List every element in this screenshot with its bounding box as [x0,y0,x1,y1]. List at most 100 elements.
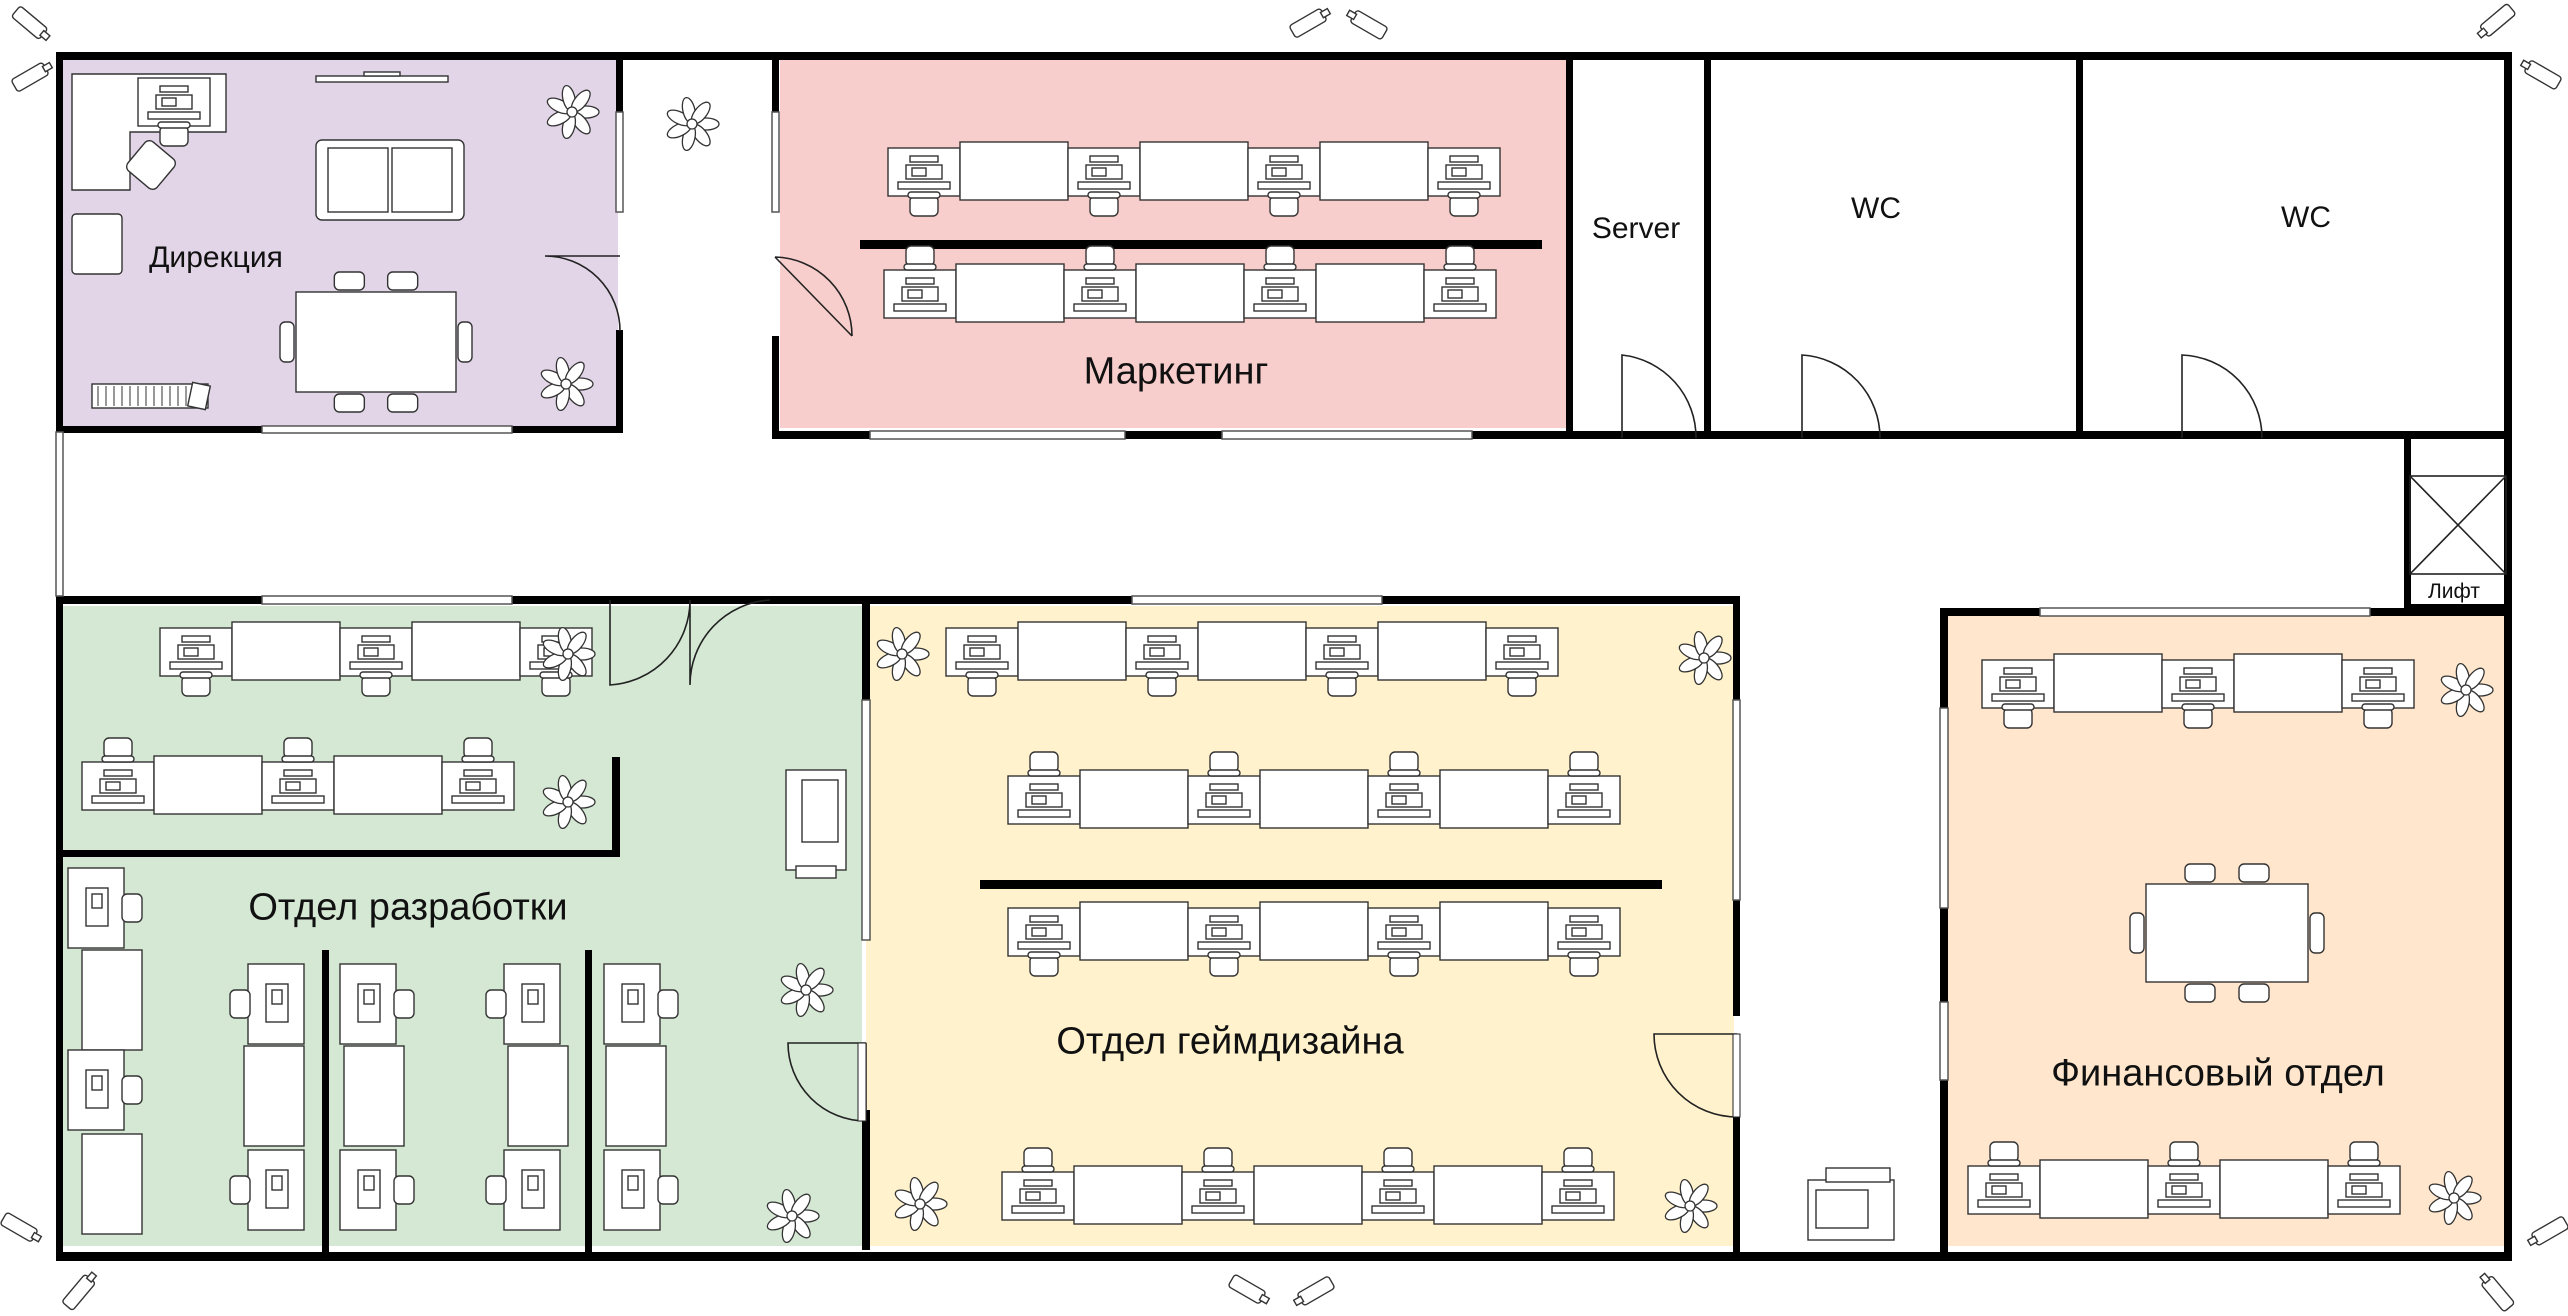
meeting-table [2129,863,2325,1003]
plant-icon [1664,1178,1718,1234]
desk [1439,769,1549,829]
door-frame [1732,1033,1741,1118]
desk [1377,621,1487,681]
workstation [2341,659,2415,729]
workstation [261,737,335,811]
workstation [159,627,233,697]
desk [1073,1165,1183,1225]
desk [605,1045,667,1147]
workstation [1367,751,1441,825]
camera-icon [11,6,51,42]
desk [243,1045,305,1147]
workstation [1423,245,1497,319]
workstation [2161,659,2235,729]
desk [1433,1165,1543,1225]
camera-icon [62,1271,98,1311]
plant-icon [766,1188,820,1244]
desk [2053,653,2163,713]
desk [231,621,341,681]
elevator[interactable] [2409,475,2507,575]
meeting-table [279,271,473,413]
doors[interactable] [544,255,2263,1122]
desk [955,263,1065,323]
plant-icon [540,356,594,412]
plant-icon [1678,630,1732,686]
desk [1197,621,1307,681]
workstation [1187,907,1261,977]
camera-icon [2526,1216,2568,1247]
camera-icon [2519,59,2562,90]
camera-icon [1228,1274,1271,1305]
desk [1079,901,1189,961]
workstation [2327,1141,2401,1215]
windows [55,111,2371,1081]
desk [1253,1165,1363,1225]
plant-icon [2428,1170,2482,1226]
plant-icon [666,96,720,152]
label-development: Отдел разработки [248,886,568,929]
workstation [1125,627,1199,697]
armchair [125,139,177,191]
desk [507,1045,569,1147]
desk [2219,1159,2329,1219]
desk [1259,769,1369,829]
workstation [1485,627,1559,697]
room-development[interactable] [62,606,862,1246]
plant-icon [2440,662,2494,718]
plant-icon [894,1176,948,1232]
desk [343,1045,405,1147]
printer-icon [1807,1167,1895,1241]
label-wc-2: WC [2281,201,2331,234]
workstation [1427,147,1501,217]
workstation [1243,245,1317,319]
workstation [229,963,305,1045]
workstation [67,867,143,949]
workstation [1181,1147,1255,1221]
label-marketing: Маркетинг [1083,350,1269,393]
workstation [1547,907,1621,977]
workstation [1007,751,1081,825]
tv-icon [315,71,449,83]
workstation [1247,147,1321,217]
workstation [1967,1141,2041,1215]
desk [1439,901,1549,961]
label-elevator: Лифт [2428,580,2480,603]
camera-icon [1289,7,1332,38]
workstation [883,245,957,319]
workstation [1007,907,1081,977]
workstation [485,1149,561,1231]
door-frame [857,1042,867,1122]
camera-icon [1292,1276,1335,1307]
desk [1079,769,1189,829]
sofa [315,139,465,221]
workstation [1367,907,1441,977]
furniture [0,3,2568,1312]
label-gamedesign: Отдел геймдизайна [1056,1020,1404,1063]
workstation [339,627,413,697]
workstation [229,1149,305,1231]
workstation [887,147,961,217]
radiator [91,381,212,411]
label-server: Server [1591,212,1681,245]
camera-icon [2479,1272,2515,1312]
workstation [603,963,679,1045]
desk [1315,263,1425,323]
desk [1259,901,1369,961]
workstation [1547,751,1621,825]
vending-machine-icon [785,769,847,879]
desk [959,141,1069,201]
desk [1139,141,1249,201]
workstation [1001,1147,1075,1221]
workstation [945,627,1019,697]
workstation [441,737,515,811]
workstation [603,1149,679,1231]
camera-icon [11,61,54,92]
workstation [339,1149,415,1231]
workstation [1541,1147,1615,1221]
workstation [485,963,561,1045]
desk [2233,653,2343,713]
desk [81,949,143,1051]
desk [1017,621,1127,681]
label-direction: Дирекция [149,241,283,274]
